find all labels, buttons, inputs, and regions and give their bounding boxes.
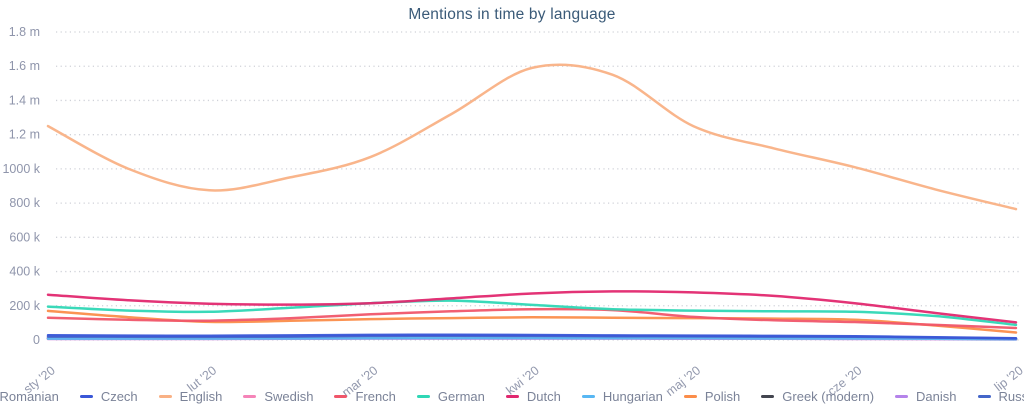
legend-swatch-danish [895,395,909,398]
y-axis-tick: 800 k [9,196,40,210]
legend-swatch-hungarian [581,395,595,398]
series-line-hungarian[interactable] [46,336,1018,341]
legend-item-russian[interactable]: Russian [972,386,1024,407]
y-axis-tick: 1000 k [2,162,40,176]
legend-swatch-russian [977,395,991,398]
legend-item-swedish[interactable]: Swedish [237,386,319,407]
y-axis-tick: 200 k [9,299,40,313]
y-axis-tick: 1.8 m [9,25,40,39]
legend-item-romanian[interactable]: Romanian [0,386,65,407]
legend-item-dutch[interactable]: Dutch [500,386,567,407]
legend-swatch-polish [683,395,697,398]
legend-label: Czech [100,389,138,404]
legend-item-french[interactable]: French [328,386,401,407]
y-axis-tick: 1.4 m [9,93,40,107]
legend-label: Danish [916,389,957,404]
legend-label: Swedish [264,389,314,404]
series-line-english[interactable] [46,63,1018,211]
chart-title: Mentions in time by language [408,6,616,23]
legend-item-german[interactable]: German [411,386,491,407]
series-line-german[interactable] [46,299,1018,327]
legend-swatch-french [334,395,348,398]
legend-swatch-greek-modern [761,395,775,398]
legend-label: English [179,389,223,404]
chart-legend: Romanian Czech English Swedish French German D… [0,386,1024,407]
legend-item-greek-modern[interactable]: Greek (modern) [755,386,880,407]
legend-item-hungarian[interactable]: Hungarian [576,386,669,407]
legend-label: Polish [704,389,741,404]
legend-item-english[interactable]: English [153,386,229,407]
y-axis-tick: 1.6 m [9,59,40,73]
legend-item-czech[interactable]: Czech [74,386,144,407]
legend-label: Russian [998,389,1024,404]
series-line-dutch[interactable] [46,290,1018,324]
legend-label: German [437,389,485,404]
legend-swatch-dutch [505,395,519,398]
legend-label: Dutch [526,389,561,404]
legend-swatch-swedish [243,395,257,398]
y-axis-tick: 400 k [9,265,40,279]
legend-swatch-english [158,395,172,398]
legend-label: Greek (modern) [782,389,875,404]
series-line-french[interactable] [46,307,1018,330]
legend-label: Romanian [0,389,59,404]
legend-swatch-czech [79,395,93,398]
legend-item-danish[interactable]: Danish [889,386,962,407]
y-axis-tick: 600 k [9,230,40,244]
y-axis-tick: 1.2 m [9,128,40,142]
legend-label: Hungarian [602,389,663,404]
legend-swatch-german [416,395,430,398]
legend-label: French [355,389,396,404]
legend-item-polish[interactable]: Polish [678,386,746,407]
series-line-czech[interactable] [46,333,1018,340]
y-axis-tick: 0 [33,333,40,347]
